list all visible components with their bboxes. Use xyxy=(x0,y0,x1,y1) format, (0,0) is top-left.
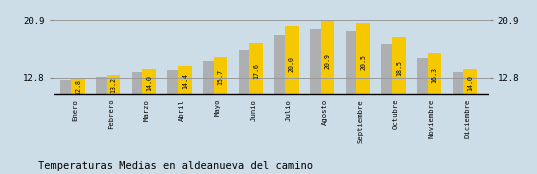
Bar xyxy=(346,31,359,94)
Bar xyxy=(249,44,263,94)
Bar xyxy=(61,80,74,94)
Bar xyxy=(381,44,395,94)
Bar xyxy=(168,70,181,94)
Bar xyxy=(357,23,370,94)
Bar xyxy=(107,75,120,94)
Text: 17.6: 17.6 xyxy=(253,63,259,79)
Bar xyxy=(427,53,441,94)
Text: 20.5: 20.5 xyxy=(360,54,366,70)
Text: 14.4: 14.4 xyxy=(182,73,188,89)
Bar xyxy=(239,50,252,94)
Text: 12.8: 12.8 xyxy=(75,78,81,94)
Bar xyxy=(71,78,85,94)
Bar xyxy=(214,57,227,94)
Bar xyxy=(274,35,288,94)
Bar xyxy=(392,37,405,94)
Bar xyxy=(203,61,216,94)
Bar xyxy=(178,66,192,94)
Text: 18.5: 18.5 xyxy=(396,60,402,76)
Text: Temperaturas Medias en aldeanueva del camino: Temperaturas Medias en aldeanueva del ca… xyxy=(38,161,313,171)
Bar xyxy=(463,69,477,94)
Bar xyxy=(285,26,299,94)
Text: 15.7: 15.7 xyxy=(217,69,223,85)
Bar xyxy=(417,58,431,94)
Text: 20.9: 20.9 xyxy=(324,53,330,69)
Text: 14.0: 14.0 xyxy=(146,75,153,91)
Bar xyxy=(453,72,466,94)
Text: 13.2: 13.2 xyxy=(111,77,117,93)
Bar xyxy=(321,20,335,94)
Bar xyxy=(310,29,324,94)
Text: 20.0: 20.0 xyxy=(289,56,295,72)
Bar xyxy=(142,69,156,94)
Text: 14.0: 14.0 xyxy=(467,75,473,91)
Bar xyxy=(132,72,146,94)
Bar xyxy=(96,77,110,94)
Text: 16.3: 16.3 xyxy=(431,67,438,83)
